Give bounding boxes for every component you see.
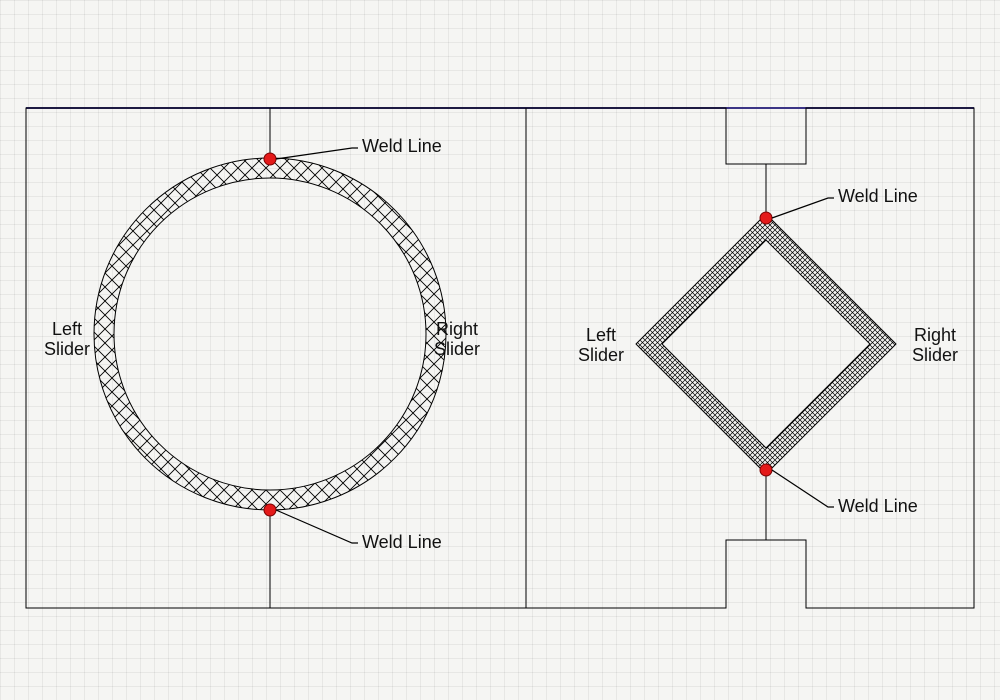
weld-dot-left-top <box>264 153 276 165</box>
left-slider-label-right: Left Slider <box>578 326 624 366</box>
weld-line-label-right-top: Weld Line <box>838 187 918 207</box>
diagram-svg <box>0 0 1000 700</box>
weld-dot-right-bottom <box>760 464 772 476</box>
circle-hatch <box>60 130 480 550</box>
right-slider-label-left: Right Slider <box>434 320 480 360</box>
left-slider-label-left: Left Slider <box>44 320 90 360</box>
weld-dot-left-bottom <box>264 504 276 516</box>
weld-line-label-left-top: Weld Line <box>362 137 442 157</box>
weld-dot-right-top <box>760 212 772 224</box>
weld-line-label-right-bottom: Weld Line <box>838 497 918 517</box>
right-slider-label-right: Right Slider <box>912 326 958 366</box>
weld-line-label-left-bottom: Weld Line <box>362 533 442 553</box>
